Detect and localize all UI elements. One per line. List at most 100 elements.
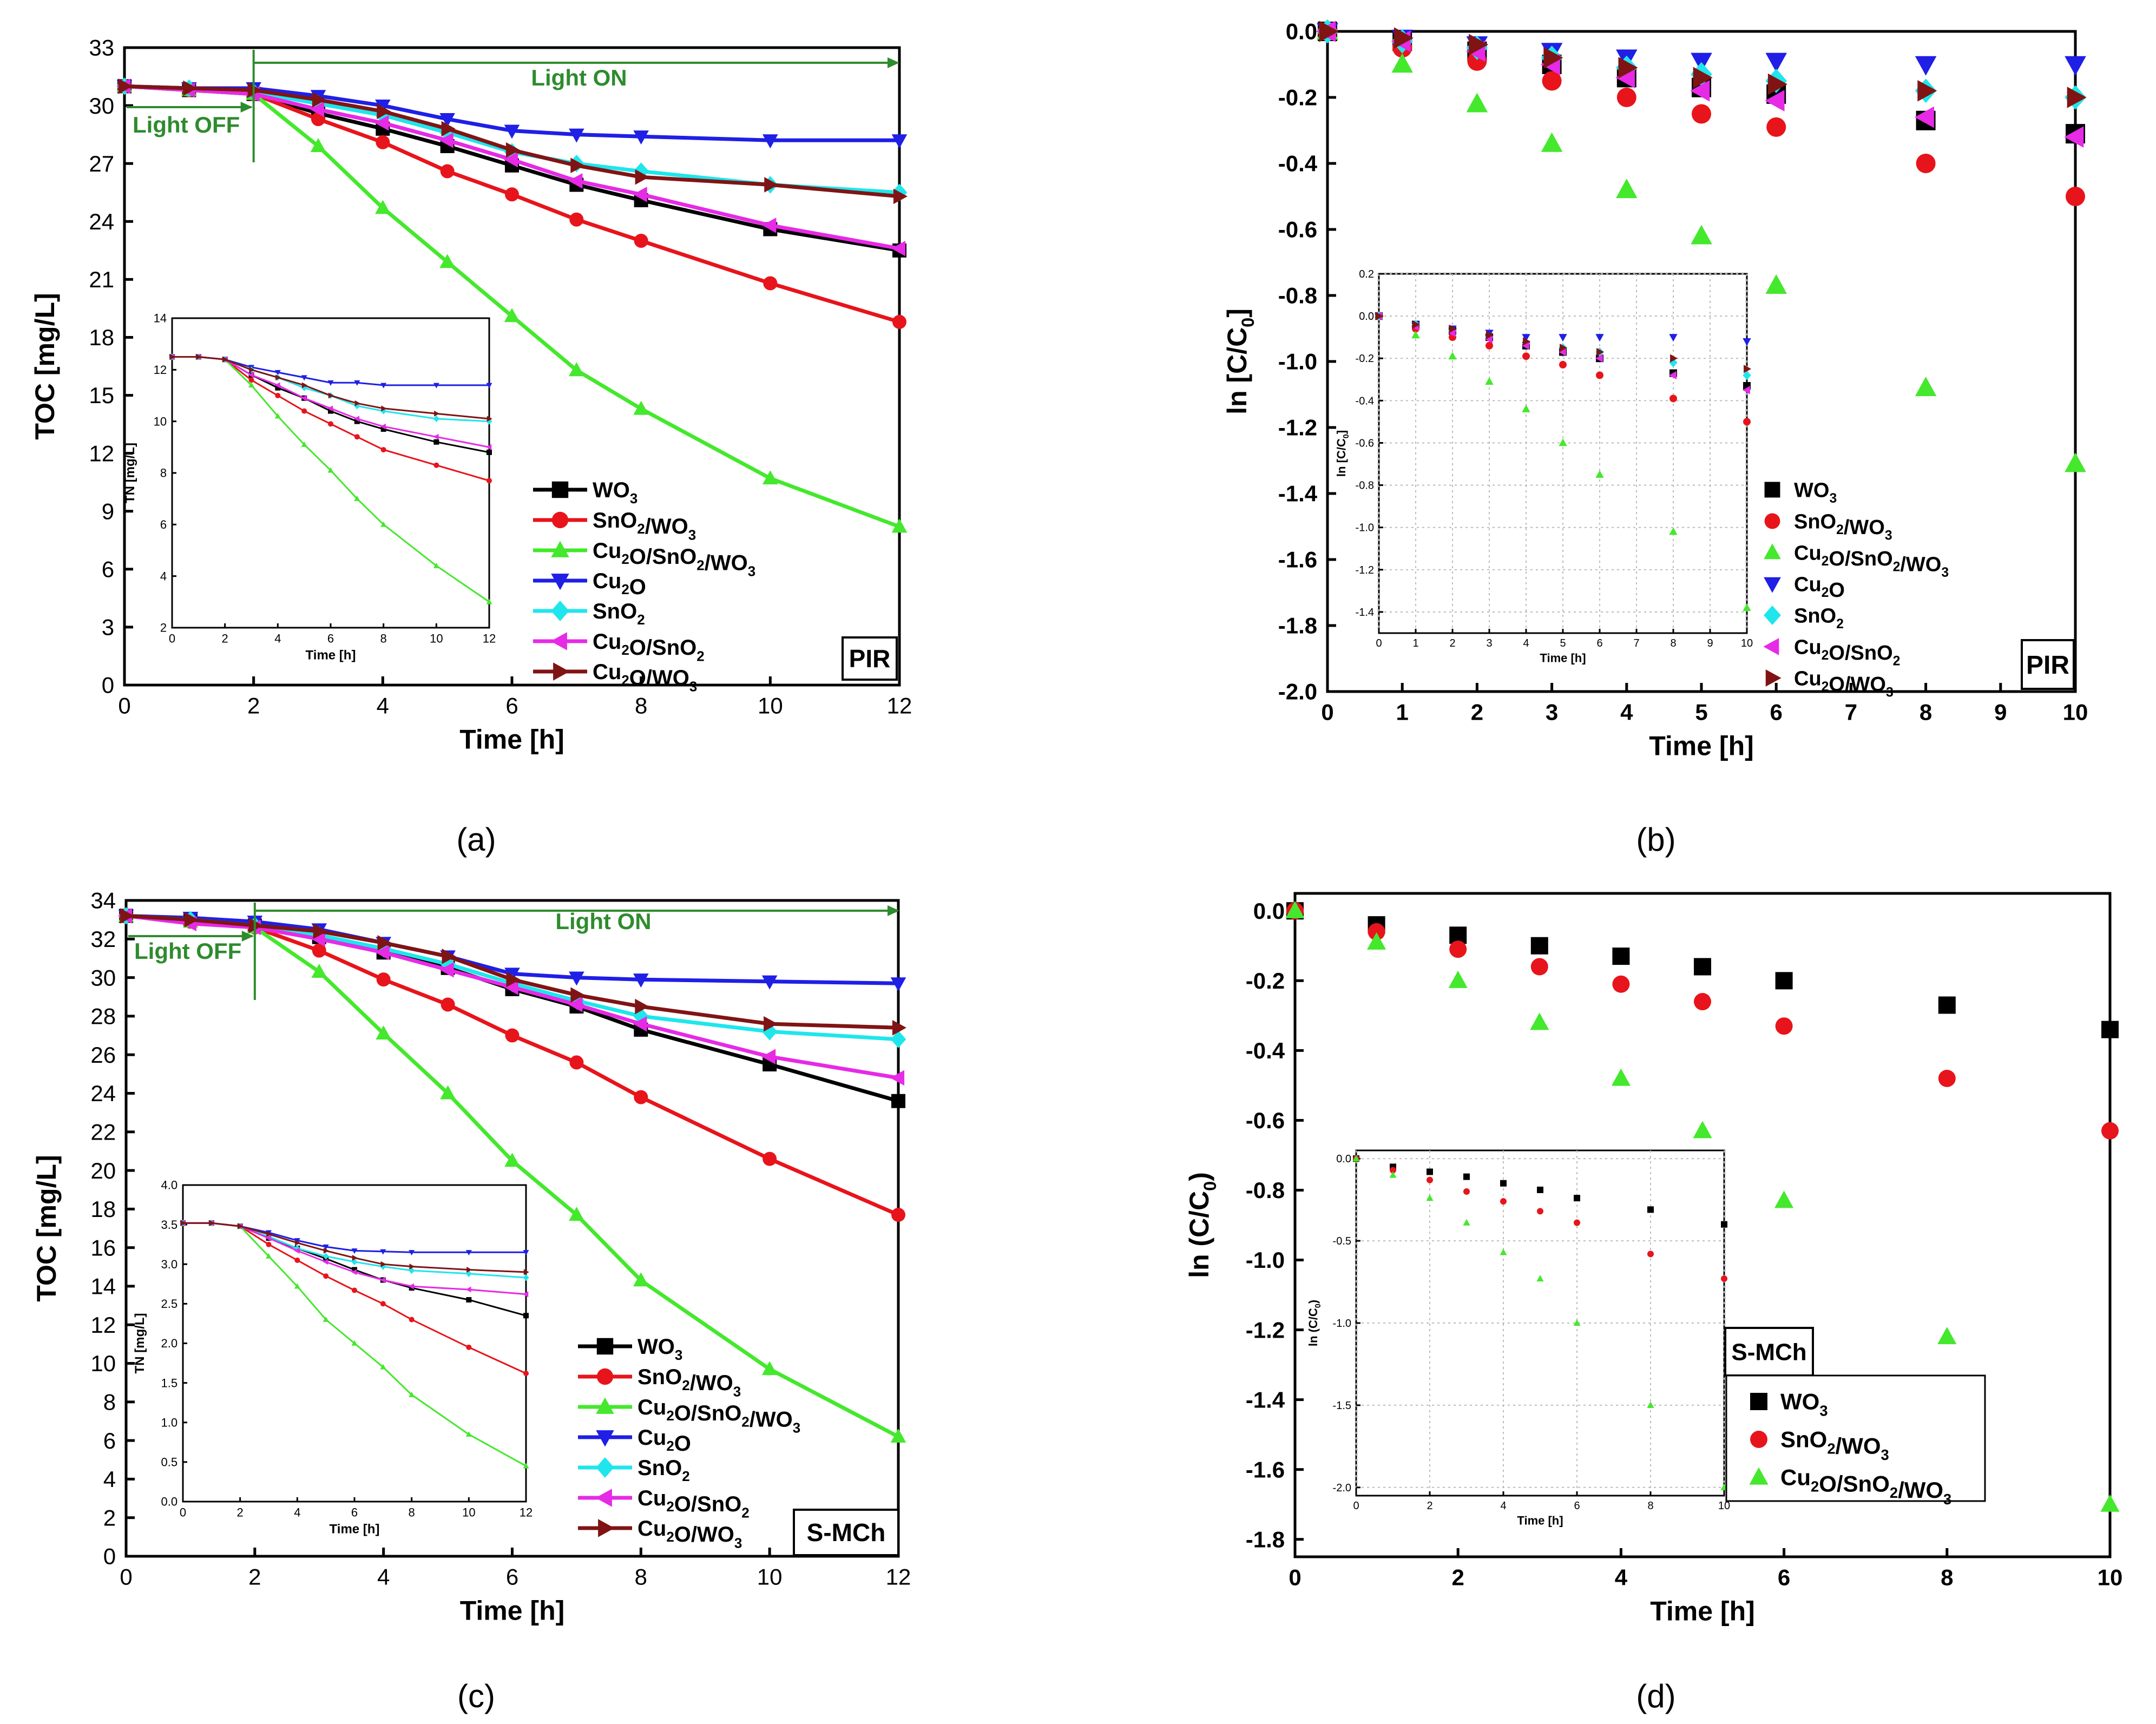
panel-c-inset: 0 2 4 6 8 10 12 0.0 0.5 1.0 1.5 2.0 2.5 3.0 3.5 4.0 Time…: [133, 1179, 533, 1537]
panel-a-ylabel: TOC [mg/L]: [30, 293, 60, 439]
panel-b-inset-point: [1485, 377, 1494, 385]
legend-label-cu2o-sno2: Cu2O/SnO2: [593, 630, 705, 664]
panel-c-tag: S-MCh: [807, 1518, 886, 1547]
panel-b-inset-xtick-label: 1: [1412, 637, 1418, 649]
panel-b-inset-series-cu2o-wo3: [1376, 312, 1752, 373]
panel-a-inset-point: [327, 380, 334, 386]
panel-a-inset-point: [274, 413, 281, 419]
panel-a-xtick-label: 10: [758, 693, 783, 719]
panel-c-xlabel: Time [h]: [460, 1596, 565, 1626]
panel-d-ytick-label: -1.0: [1246, 1247, 1285, 1273]
panel-a-point: [633, 186, 647, 202]
panel-d-xtick-label: 8: [1941, 1565, 1953, 1590]
panel-c-inset-point: [523, 1313, 529, 1319]
panel-a-inset-point: [354, 495, 360, 501]
panel-b-point: [1469, 34, 1489, 56]
panel-a-inset-point: [301, 408, 307, 414]
panel-d-xtick-label: 2: [1452, 1565, 1464, 1590]
panel-a-inset-point: [169, 354, 175, 360]
panel-c-series-cu2o-wo3: [120, 908, 906, 1036]
panel-d-xtick-label: 4: [1615, 1565, 1628, 1590]
panel-d-tag: S-MCh: [1731, 1339, 1806, 1365]
panel-a-inset-xtick-label: 10: [430, 632, 443, 646]
panel-c-inset-ytick-label: 3.5: [161, 1218, 178, 1232]
panel-b-inset-point: [1669, 527, 1678, 535]
panel-a-point: [310, 101, 325, 117]
panel-c-xtick-label: 6: [506, 1564, 518, 1590]
panel-a-inset-point: [274, 382, 280, 389]
legend-label-cu2o-sno2-wo3: Cu2O/SnO2/WO3: [593, 539, 755, 580]
panel-c-point: [569, 1055, 584, 1070]
panel-b-legend-marker: [1765, 669, 1782, 687]
panel-b-inset-ylabel: ln [C/C0]: [1335, 430, 1351, 477]
panel-a-point: [504, 124, 520, 139]
panel-c-ytick-label: 30: [90, 965, 116, 990]
panel-b-point: [1616, 88, 1636, 107]
panel-d-inset-series-cu2o-sno2-wo3: [1352, 1155, 1728, 1490]
panel-b-xtick-label: 5: [1695, 700, 1707, 725]
panel-d-ytick-label: -0.2: [1246, 968, 1285, 993]
panel-d-point: [1775, 1017, 1793, 1035]
legend-label-sno2: SnO2: [593, 600, 645, 628]
panel-c-point: [505, 1028, 520, 1043]
panel-d-inset-point: [1463, 1219, 1470, 1226]
panel-c-xtick-label: 12: [886, 1564, 911, 1590]
panel-c-point: [892, 1019, 906, 1036]
panel-c-ytick-label: 14: [90, 1274, 116, 1299]
panel-a-inset-point: [301, 375, 307, 381]
panel-c-ytick-label: 22: [90, 1119, 116, 1144]
panel-c-point: [442, 949, 456, 964]
panel-b-xtick-label: 6: [1770, 700, 1783, 725]
panel-d-inset-ylabel: ln (C/C0): [1306, 1300, 1323, 1346]
panel-b-point: [2067, 87, 2087, 108]
panel-b-xtick-label: 8: [1920, 700, 1932, 725]
panel-d-ytick-label: -0.4: [1246, 1038, 1285, 1063]
panel-b-inset-point: [1484, 335, 1493, 344]
panel-a-tag-box: [842, 636, 898, 681]
panel-d-point: [1694, 993, 1711, 1011]
panel-b-inset-ytick-label: -0.2: [1356, 353, 1374, 365]
panel-a-xtick-label: 6: [505, 693, 518, 719]
panel-a-inset-ytick-label: 6: [160, 518, 167, 531]
panel-c-inset-ytick-label: 0.0: [161, 1495, 178, 1509]
panel-d-inset-ytick-label: -1.0: [1333, 1318, 1351, 1330]
panel-a-inset-point: [380, 383, 387, 389]
panel-b-inset-ytick-label: 0.0: [1359, 311, 1374, 323]
panel-a-inset-point: [433, 383, 439, 389]
panel-c-point: [568, 997, 583, 1012]
panel-c-legend-marker: [596, 1368, 614, 1385]
panel-c-point: [761, 1049, 776, 1065]
panel-d-legend-marker: [1750, 1431, 1767, 1448]
panel-c-point: [569, 1207, 584, 1221]
panel-a-point: [569, 362, 584, 377]
panel-d-ytick-label: -1.4: [1246, 1387, 1285, 1412]
panel-c-xtick-label: 8: [635, 1564, 647, 1590]
panel-a-light-off-arrowhead: [240, 102, 253, 113]
panel-c-inset-point: [323, 1244, 329, 1250]
panel-label-c: (c): [457, 1678, 495, 1714]
panel-a-ytick-label: 21: [89, 267, 114, 292]
panel-d-inset-xtick-label: 0: [1353, 1500, 1359, 1512]
panel-c-ytick-label: 4: [103, 1466, 116, 1492]
panel-a-inset-point: [248, 377, 254, 383]
legend-label-cu2o-sno2-wo3: Cu2O/SnO2/WO3: [637, 1396, 800, 1436]
panel-c-legend: WO3SnO2/WO3Cu2O/SnO2/WO3Cu2OSnO2Cu2O/SnO…: [578, 1335, 800, 1551]
panel-c-xtick-label: 0: [120, 1564, 132, 1590]
panel-d-inset-point: [1352, 1155, 1360, 1162]
panel-b-inset-point: [1449, 324, 1457, 333]
panel-label-a: (a): [456, 821, 496, 858]
panel-c-inset-ytick-label: 0.5: [161, 1456, 178, 1469]
panel-b-inset-ytick-label: -0.6: [1356, 437, 1374, 449]
panel-a-xtick-label: 0: [118, 693, 130, 719]
panel-c-legend-marker: [596, 1430, 614, 1447]
panel-b-point: [1767, 73, 1787, 95]
panel-b-inset-xlabel: Time [h]: [1540, 652, 1586, 665]
panel-b-inset-point: [1669, 334, 1678, 342]
panel-c-legend-marker: [596, 1457, 614, 1478]
panel-d-xtick-label: 0: [1289, 1565, 1301, 1590]
panel-a-inset-point: [433, 462, 439, 468]
panel-b-inset-point: [1743, 418, 1751, 426]
panel-b-point: [1917, 80, 1937, 102]
panel-d-xlabel: Time [h]: [1650, 1596, 1755, 1627]
